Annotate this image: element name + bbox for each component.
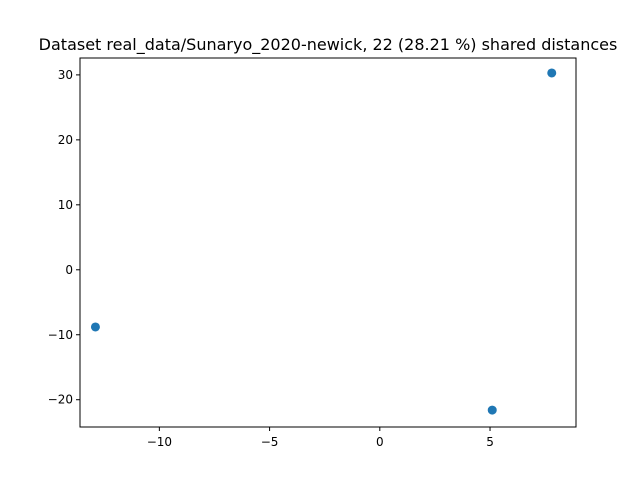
y-tick-label: 0	[65, 263, 73, 277]
x-axis: −10 −5 0 5	[147, 427, 494, 449]
y-tick-label: 20	[58, 133, 73, 147]
chart-title: Dataset real_data/Sunaryo_2020-newick, 2…	[39, 35, 618, 55]
data-point-3	[547, 68, 557, 78]
y-axis: −20 −10 0 10 20 30	[48, 68, 80, 407]
y-tick-label: 30	[58, 68, 73, 82]
x-tick-label: −10	[147, 435, 172, 449]
data-point-1	[90, 322, 100, 332]
x-tick-label: −5	[261, 435, 279, 449]
plot-frame	[79, 57, 577, 428]
data-points	[90, 68, 557, 415]
y-tick-label: 10	[58, 198, 73, 212]
data-point-2	[487, 405, 497, 415]
x-tick-label: 5	[486, 435, 494, 449]
y-tick-label: −10	[48, 328, 73, 342]
x-tick-label: 0	[376, 435, 384, 449]
y-tick-label: −20	[48, 393, 73, 407]
